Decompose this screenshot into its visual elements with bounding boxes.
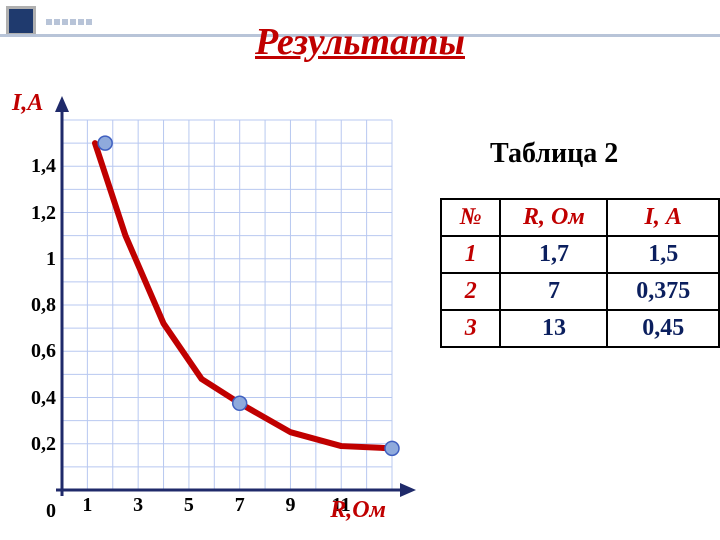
table-cell: 7 — [500, 273, 607, 310]
y-tick-label: 0,8 — [16, 294, 56, 317]
table-header-cell: I, А — [607, 199, 719, 236]
x-axis-label: R,Ом — [330, 497, 386, 524]
table-cell: 1,7 — [500, 236, 607, 273]
table-header-row: №R, ОмI, А — [441, 199, 719, 236]
table-row: 270,375 — [441, 273, 719, 310]
page-title: Результаты — [0, 20, 720, 64]
table-header-cell: № — [441, 199, 500, 236]
x-tick-label: 7 — [225, 494, 255, 517]
x-tick-label: 5 — [174, 494, 204, 517]
y-tick-label: 1 — [16, 248, 56, 271]
y-tick-label: 1,4 — [16, 155, 56, 178]
table-row: 3130,45 — [441, 310, 719, 347]
y-tick-label: 0,4 — [16, 387, 56, 410]
x-tick-label: 9 — [275, 494, 305, 517]
data-table: №R, ОмI, А 11,71,5270,3753130,45 — [440, 198, 720, 348]
table-cell: 13 — [500, 310, 607, 347]
y-tick-label: 0,2 — [16, 433, 56, 456]
table-cell: 0,45 — [607, 310, 719, 347]
table-cell: 1,5 — [607, 236, 719, 273]
y-tick-label: 0,6 — [16, 340, 56, 363]
table-cell: 3 — [441, 310, 500, 347]
table-body: 11,71,5270,3753130,45 — [441, 236, 719, 347]
table-title: Таблица 2 — [490, 138, 618, 170]
table-cell: 1 — [441, 236, 500, 273]
y-axis-label: I,А — [12, 90, 43, 117]
x-tick-label: 1 — [72, 494, 102, 517]
y-tick-label: 1,2 — [16, 202, 56, 225]
table-header-cell: R, Ом — [500, 199, 607, 236]
table-row: 11,71,5 — [441, 236, 719, 273]
chart-svg — [10, 90, 430, 510]
x-tick-label: 3 — [123, 494, 153, 517]
origin-label: 0 — [46, 500, 56, 523]
chart-area: I,А 0,20,40,60,811,21,4 1357911 0 R,Ом — [10, 90, 430, 530]
table-cell: 2 — [441, 273, 500, 310]
table-cell: 0,375 — [607, 273, 719, 310]
